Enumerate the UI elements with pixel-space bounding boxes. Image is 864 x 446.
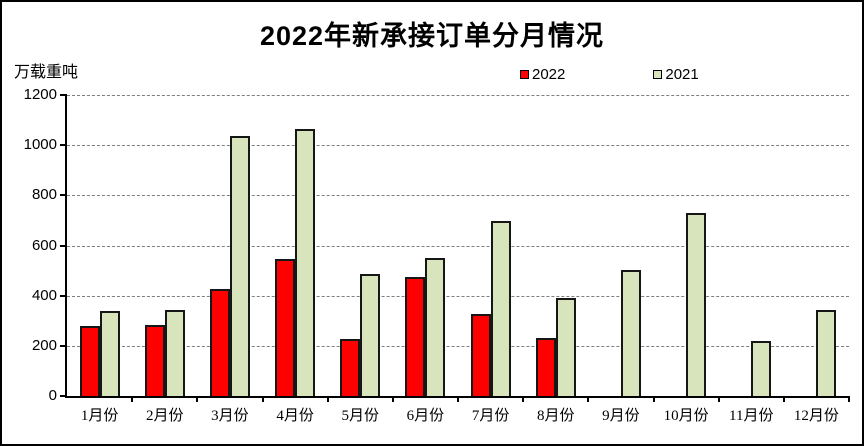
legend-item-2021: 2021 — [653, 66, 699, 83]
y-axis-tick — [60, 94, 67, 96]
x-axis-tick — [131, 396, 134, 402]
y-tick-label: 600 — [31, 236, 57, 254]
gridline-400 — [67, 295, 849, 297]
legend: 2022 2021 — [520, 66, 699, 83]
legend-item-2022: 2022 — [520, 66, 565, 83]
x-axis-tick — [587, 396, 590, 402]
y-tick-label: 1000 — [23, 136, 57, 154]
y-tick-label: 800 — [31, 186, 57, 204]
bar-2021-5月份 — [360, 274, 381, 396]
chart-title: 2022年新承接订单分月情况 — [259, 21, 605, 51]
bar-2022-5月份 — [340, 339, 361, 396]
bar-2021-11月份 — [751, 341, 772, 396]
bar-2022-2月份 — [144, 325, 165, 396]
bar-2022-1月份 — [79, 326, 100, 396]
legend-label-2022: 2022 — [532, 66, 566, 83]
y-tick-label: 1200 — [23, 86, 57, 103]
bar-2021-12月份 — [816, 310, 837, 396]
legend-swatch-2021 — [653, 70, 663, 79]
bar-2022-6月份 — [405, 277, 426, 396]
y-tick-label: 400 — [31, 286, 57, 304]
x-category-label: 11月份 — [729, 408, 774, 424]
x-axis-tick — [848, 396, 850, 402]
y-axis-tick — [60, 344, 67, 347]
bar-2022-7月份 — [470, 314, 491, 396]
x-axis-tick — [717, 396, 720, 402]
x-category-label: 7月份 — [471, 408, 510, 424]
plot-area: 0 200 400 600 800 1000 1200 1月份 2月份 3月份 4月份 5月份 6月份 7… — [24, 86, 850, 424]
x-axis-tick — [261, 396, 264, 402]
x-category-label: 12月份 — [793, 408, 839, 424]
bar-2022-8月份 — [535, 338, 556, 396]
bar-2022-4月份 — [275, 259, 296, 396]
x-axis-tick — [391, 396, 394, 402]
bar-2021-4月份 — [295, 129, 316, 396]
x-axis-tick — [457, 396, 459, 402]
bar-2021-1月份 — [99, 311, 120, 396]
y-axis-tick — [60, 244, 67, 247]
x-axis-tick — [522, 396, 525, 402]
x-axis-tick — [652, 396, 655, 402]
y-axis-tick — [60, 144, 67, 147]
y-tick-label: 200 — [31, 336, 57, 354]
gridline-1000 — [67, 145, 849, 147]
gridline-200 — [67, 345, 849, 347]
x-category-label: 9月份 — [602, 408, 640, 424]
y-axis-unit-label: 万载重吨 — [14, 64, 79, 81]
y-axis-tick — [60, 294, 67, 297]
x-category-label: 1月份 — [80, 408, 119, 424]
y-axis-tick — [60, 194, 67, 197]
gridline-1200 — [67, 95, 849, 96]
y-axis-tick — [60, 395, 67, 397]
x-category-label: 5月份 — [341, 408, 379, 424]
gridline-800 — [67, 195, 849, 197]
gridline-600 — [67, 245, 849, 247]
x-category-label: 8月份 — [536, 408, 575, 424]
x-category-label: 3月份 — [211, 408, 249, 424]
legend-label-2021: 2021 — [665, 66, 699, 83]
bar-2021-8月份 — [555, 298, 576, 396]
bar-2022-3月份 — [209, 289, 230, 396]
x-category-label: 2月份 — [145, 408, 184, 424]
bar-2021-7月份 — [490, 221, 511, 396]
bar-2021-6月份 — [425, 258, 446, 396]
bar-2021-10月份 — [686, 213, 707, 396]
x-category-label: 10月份 — [663, 408, 709, 424]
bar-2021-3月份 — [229, 136, 250, 396]
x-axis-tick — [782, 396, 785, 402]
bar-2021-2月份 — [164, 310, 185, 396]
x-axis-tick — [326, 396, 329, 402]
legend-swatch-2022 — [520, 70, 529, 79]
x-axis-tick — [196, 396, 199, 402]
x-category-label: 4月份 — [276, 408, 314, 424]
bar-2021-9月份 — [620, 270, 641, 396]
x-category-label: 6月份 — [406, 408, 445, 424]
y-tick-label: 0 — [48, 387, 57, 404]
